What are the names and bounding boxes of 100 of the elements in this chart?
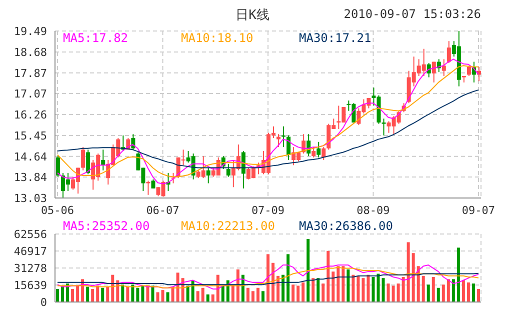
bar bbox=[131, 284, 134, 302]
bar bbox=[376, 274, 380, 302]
candlestick bbox=[131, 134, 136, 150]
bar bbox=[296, 286, 300, 302]
bar bbox=[292, 284, 295, 302]
bar bbox=[362, 278, 365, 302]
bar bbox=[312, 278, 315, 302]
bar bbox=[332, 272, 335, 302]
text: 2010-09-07 15:03:26 bbox=[344, 7, 481, 21]
bar bbox=[302, 282, 305, 302]
bar bbox=[366, 274, 370, 302]
bar bbox=[86, 286, 90, 302]
bar bbox=[396, 284, 400, 302]
candlestick bbox=[382, 118, 386, 136]
text: MA30:26386.00 bbox=[299, 219, 394, 233]
bar bbox=[456, 248, 460, 302]
bar bbox=[256, 288, 260, 302]
y-tick-label: 31278 bbox=[14, 262, 47, 275]
bar bbox=[246, 288, 250, 302]
text: MA10:22213.00 bbox=[181, 219, 276, 233]
bar bbox=[326, 250, 330, 302]
candlestick bbox=[466, 65, 471, 76]
bar bbox=[141, 286, 144, 302]
text: MA5:17.82 bbox=[63, 31, 130, 45]
candlestick bbox=[286, 134, 291, 160]
bar bbox=[286, 254, 290, 302]
candlestick bbox=[81, 146, 86, 171]
candlestick bbox=[276, 134, 281, 148]
bar bbox=[251, 291, 254, 302]
bar bbox=[386, 284, 390, 302]
bar bbox=[91, 288, 94, 302]
bar bbox=[402, 277, 405, 302]
bar bbox=[446, 279, 450, 302]
bar bbox=[442, 284, 445, 302]
text: MA10:18.10 bbox=[181, 31, 254, 45]
candlestick bbox=[312, 146, 316, 158]
bar bbox=[432, 277, 435, 302]
bar bbox=[156, 292, 160, 302]
y-tick-label: 14.64 bbox=[14, 150, 48, 164]
y-tick-label: 0 bbox=[40, 296, 47, 309]
bar bbox=[422, 276, 425, 302]
bar bbox=[136, 288, 140, 302]
y-tick-label: 17.07 bbox=[14, 87, 47, 100]
candlestick bbox=[146, 180, 150, 196]
bar bbox=[196, 291, 200, 302]
bar bbox=[412, 253, 415, 302]
candlestick bbox=[446, 40, 451, 64]
bar bbox=[372, 277, 375, 302]
bar bbox=[221, 286, 224, 302]
bar bbox=[336, 266, 340, 302]
chart-title: 日K线 bbox=[236, 8, 270, 23]
candlestick bbox=[56, 154, 60, 178]
y-tick-label: 15639 bbox=[14, 278, 47, 292]
bar bbox=[76, 286, 80, 302]
bar bbox=[306, 238, 310, 302]
bar bbox=[356, 276, 360, 302]
candlestick bbox=[86, 149, 90, 175]
bar bbox=[101, 288, 104, 302]
x-tick-label: 05-06 bbox=[40, 204, 74, 217]
candlestick bbox=[316, 141, 321, 158]
bar bbox=[151, 286, 154, 302]
bar bbox=[322, 284, 325, 302]
bar bbox=[126, 286, 130, 302]
bar bbox=[211, 294, 214, 302]
y-tick-label: 46917 bbox=[14, 244, 47, 258]
bar bbox=[201, 288, 204, 302]
candlestick bbox=[442, 58, 446, 76]
bar bbox=[406, 242, 410, 302]
y-tick-label: 19.49 bbox=[14, 24, 47, 38]
x-tick-label: 09-07 bbox=[462, 204, 496, 217]
candlestick bbox=[226, 163, 230, 178]
bar bbox=[392, 286, 395, 302]
y-tick-label: 17.87 bbox=[14, 66, 47, 80]
bar bbox=[121, 284, 124, 302]
bar bbox=[106, 286, 110, 302]
x-tick-label: 07-09 bbox=[251, 204, 285, 217]
bar bbox=[466, 282, 470, 302]
bar bbox=[342, 266, 345, 302]
bar bbox=[316, 278, 320, 302]
y-tick-label: 15.45 bbox=[14, 129, 47, 142]
y-tick-label: 18.68 bbox=[14, 46, 47, 59]
bar bbox=[452, 279, 455, 302]
bar bbox=[71, 288, 74, 302]
line-series bbox=[57, 272, 479, 286]
bar bbox=[261, 291, 264, 302]
y-tick-label: 62556 bbox=[14, 228, 47, 241]
bar bbox=[282, 274, 285, 302]
bar bbox=[462, 280, 465, 302]
bar bbox=[186, 286, 190, 302]
x-tick-label: 08-09 bbox=[356, 204, 390, 217]
bar bbox=[166, 292, 170, 302]
bar bbox=[346, 269, 350, 302]
bar bbox=[352, 274, 355, 302]
y-tick-label: 13.84 bbox=[14, 170, 48, 184]
candlestick bbox=[322, 146, 326, 160]
bar bbox=[476, 288, 480, 302]
bar bbox=[56, 288, 59, 302]
text: MA30:17.21 bbox=[299, 31, 372, 45]
bar bbox=[436, 288, 440, 302]
y-tick-label: 13.03 bbox=[14, 192, 47, 205]
